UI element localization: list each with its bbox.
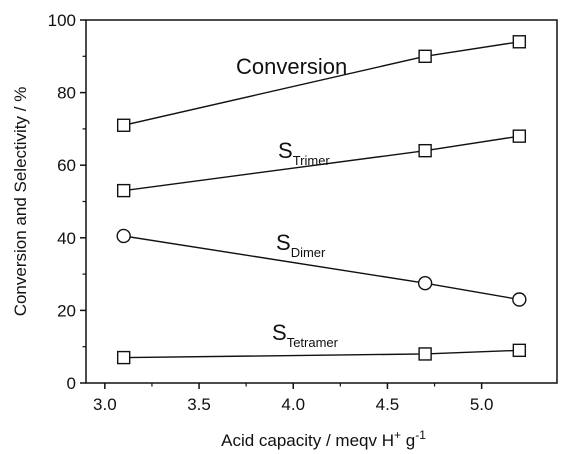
data-point xyxy=(418,347,432,361)
x-tick-label: 4.5 xyxy=(376,395,400,414)
data-point xyxy=(512,129,527,143)
data-point xyxy=(417,275,433,291)
data-point xyxy=(512,343,527,358)
data-point xyxy=(116,350,131,365)
series-label: STetramer xyxy=(272,320,339,350)
y-tick-label: 40 xyxy=(57,229,76,248)
data-point xyxy=(116,118,131,132)
x-axis-title: Acid capacity / meqv H+ g-1 xyxy=(221,428,426,450)
series-label: Conversion xyxy=(236,54,347,79)
y-axis-title: Conversion and Selectivity / % xyxy=(11,87,30,317)
series-markers xyxy=(116,35,527,365)
data-point xyxy=(418,143,432,158)
y-tick-label: 80 xyxy=(57,84,76,103)
x-tick-label: 4.0 xyxy=(281,395,305,414)
x-tick-label: 3.5 xyxy=(187,395,211,414)
y-axis: 0 20 40 60 80 100 xyxy=(48,11,86,393)
series-label: STrimer xyxy=(278,138,330,168)
series-line xyxy=(123,349,520,359)
series-label: SDimer xyxy=(276,230,326,260)
data-point xyxy=(116,228,131,244)
y-tick-label: 60 xyxy=(57,156,76,175)
data-point xyxy=(418,49,432,63)
data-point xyxy=(116,183,131,198)
y-tick-label: 20 xyxy=(57,301,76,320)
x-axis: 3.0 3.5 4.0 4.5 5.0 xyxy=(93,383,493,414)
series-lines xyxy=(123,41,520,359)
series-labels: Conversion STrimer SDimer STetramer xyxy=(236,54,347,350)
data-point xyxy=(512,35,527,49)
y-tick-label: 0 xyxy=(67,374,76,393)
x-tick-label: 5.0 xyxy=(470,395,494,414)
data-point xyxy=(512,292,527,307)
y-tick-label: 100 xyxy=(48,11,76,30)
x-tick-label: 3.0 xyxy=(93,395,117,414)
